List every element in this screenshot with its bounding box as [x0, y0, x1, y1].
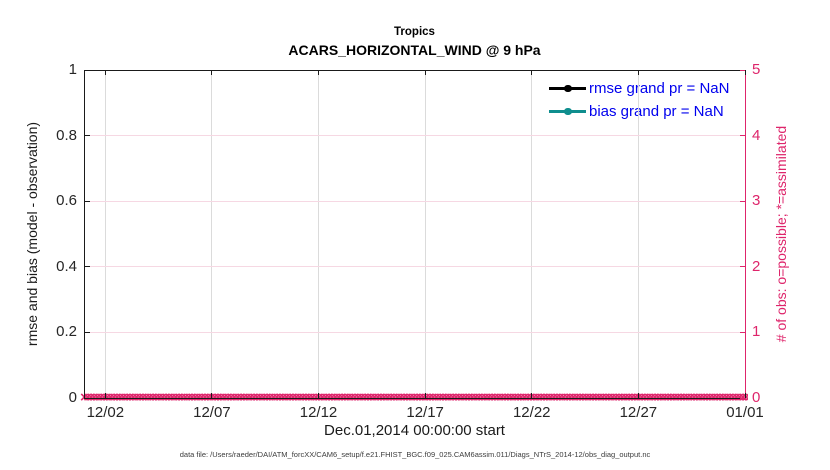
y-tick-label-left: 0.8: [56, 126, 77, 144]
legend-item-rmse: rmse grand pr = NaN: [549, 77, 729, 100]
y-tick-label-right: 4: [752, 126, 761, 144]
y-axis-left: [84, 70, 85, 399]
x-tick-label: 12/02: [86, 404, 125, 421]
y-tick-left: [85, 266, 90, 268]
x-tick-top: [424, 70, 426, 75]
y-gridline: [84, 331, 745, 333]
x-gridline: [318, 70, 320, 398]
y-tick-label-right: 0: [752, 389, 761, 406]
legend-label-bias: bias grand pr = NaN: [589, 103, 724, 120]
y-tick-left: [85, 135, 90, 137]
x-tick-top: [637, 70, 639, 75]
y-tick-left: [85, 331, 90, 333]
y-tick-label-left: 0.4: [56, 257, 77, 275]
x-gridline: [104, 70, 106, 398]
y-tick-label-left: 0.2: [56, 323, 77, 341]
x-gridline: [424, 70, 426, 398]
x-tick-bottom: [318, 393, 320, 398]
y-tick-label-right: 5: [752, 61, 761, 78]
x-tick-label: 01/01: [726, 404, 764, 421]
rmse-line-marker-icon: [549, 84, 586, 93]
x-tick-label: 12/07: [193, 404, 231, 421]
legend-label-rmse: rmse grand pr = NaN: [589, 80, 730, 97]
x-axis-bottom: [84, 398, 745, 399]
y-tick-label-right: 3: [752, 192, 761, 210]
y-gridline: [84, 266, 745, 268]
y-tick-left: [85, 200, 90, 202]
x-tick-bottom: [211, 393, 213, 398]
y-tick-left: [85, 69, 90, 71]
x-tick-top: [744, 70, 746, 75]
y-tick-label-left: 0.6: [56, 192, 77, 210]
legend-item-bias: bias grand pr = NaN: [549, 100, 729, 123]
x-tick-top: [211, 70, 213, 75]
y-tick-right: [740, 200, 745, 202]
x-tick-bottom: [637, 393, 639, 398]
x-tick-bottom: [424, 393, 426, 398]
x-tick-top: [104, 70, 106, 75]
x-tick-bottom: [744, 393, 746, 398]
plot-title-region: Tropics: [394, 26, 435, 38]
x-tick-top: [531, 70, 533, 75]
x-gridline: [531, 70, 533, 398]
y-tick-left: [85, 397, 90, 399]
x-tick-top: [318, 70, 320, 75]
y-tick-right: [740, 397, 745, 399]
y-tick-right: [740, 331, 745, 333]
y-tick-right: [740, 266, 745, 268]
x-tick-bottom: [531, 393, 533, 398]
y-tick-right: [740, 69, 745, 71]
y-axis-right: [745, 70, 746, 399]
bias-line-marker-icon: [549, 107, 586, 116]
x-gridline: [637, 70, 639, 398]
y-tick-right: [740, 135, 745, 137]
data-file-caption: data file: /Users/raeder/DAI/ATM_forcXX/…: [179, 450, 651, 459]
y-gridline: [84, 135, 745, 137]
plot-box-top: [84, 70, 745, 71]
x-gridline: [211, 70, 213, 398]
y-tick-label-right: 1: [752, 323, 761, 341]
plot-title-variable: ACARS_HORIZONTAL_WIND @ 9 hPa: [288, 42, 541, 58]
x-tick-label: 12/22: [512, 404, 551, 421]
x-tick-bottom: [104, 393, 106, 398]
x-tick-label: 12/12: [299, 404, 338, 421]
x-tick-label: 12/17: [406, 404, 444, 421]
legend: rmse grand pr = NaN bias grand pr = NaN: [549, 77, 729, 123]
y-tick-label-right: 2: [752, 257, 761, 275]
x-tick-label: 12/27: [619, 404, 658, 421]
y-gridline: [84, 200, 745, 202]
x-axis-label: Dec.01,2014 00:00:00 start: [324, 422, 505, 439]
y-tick-label-left: 0: [68, 389, 77, 406]
y-tick-label-left: 1: [68, 61, 77, 78]
